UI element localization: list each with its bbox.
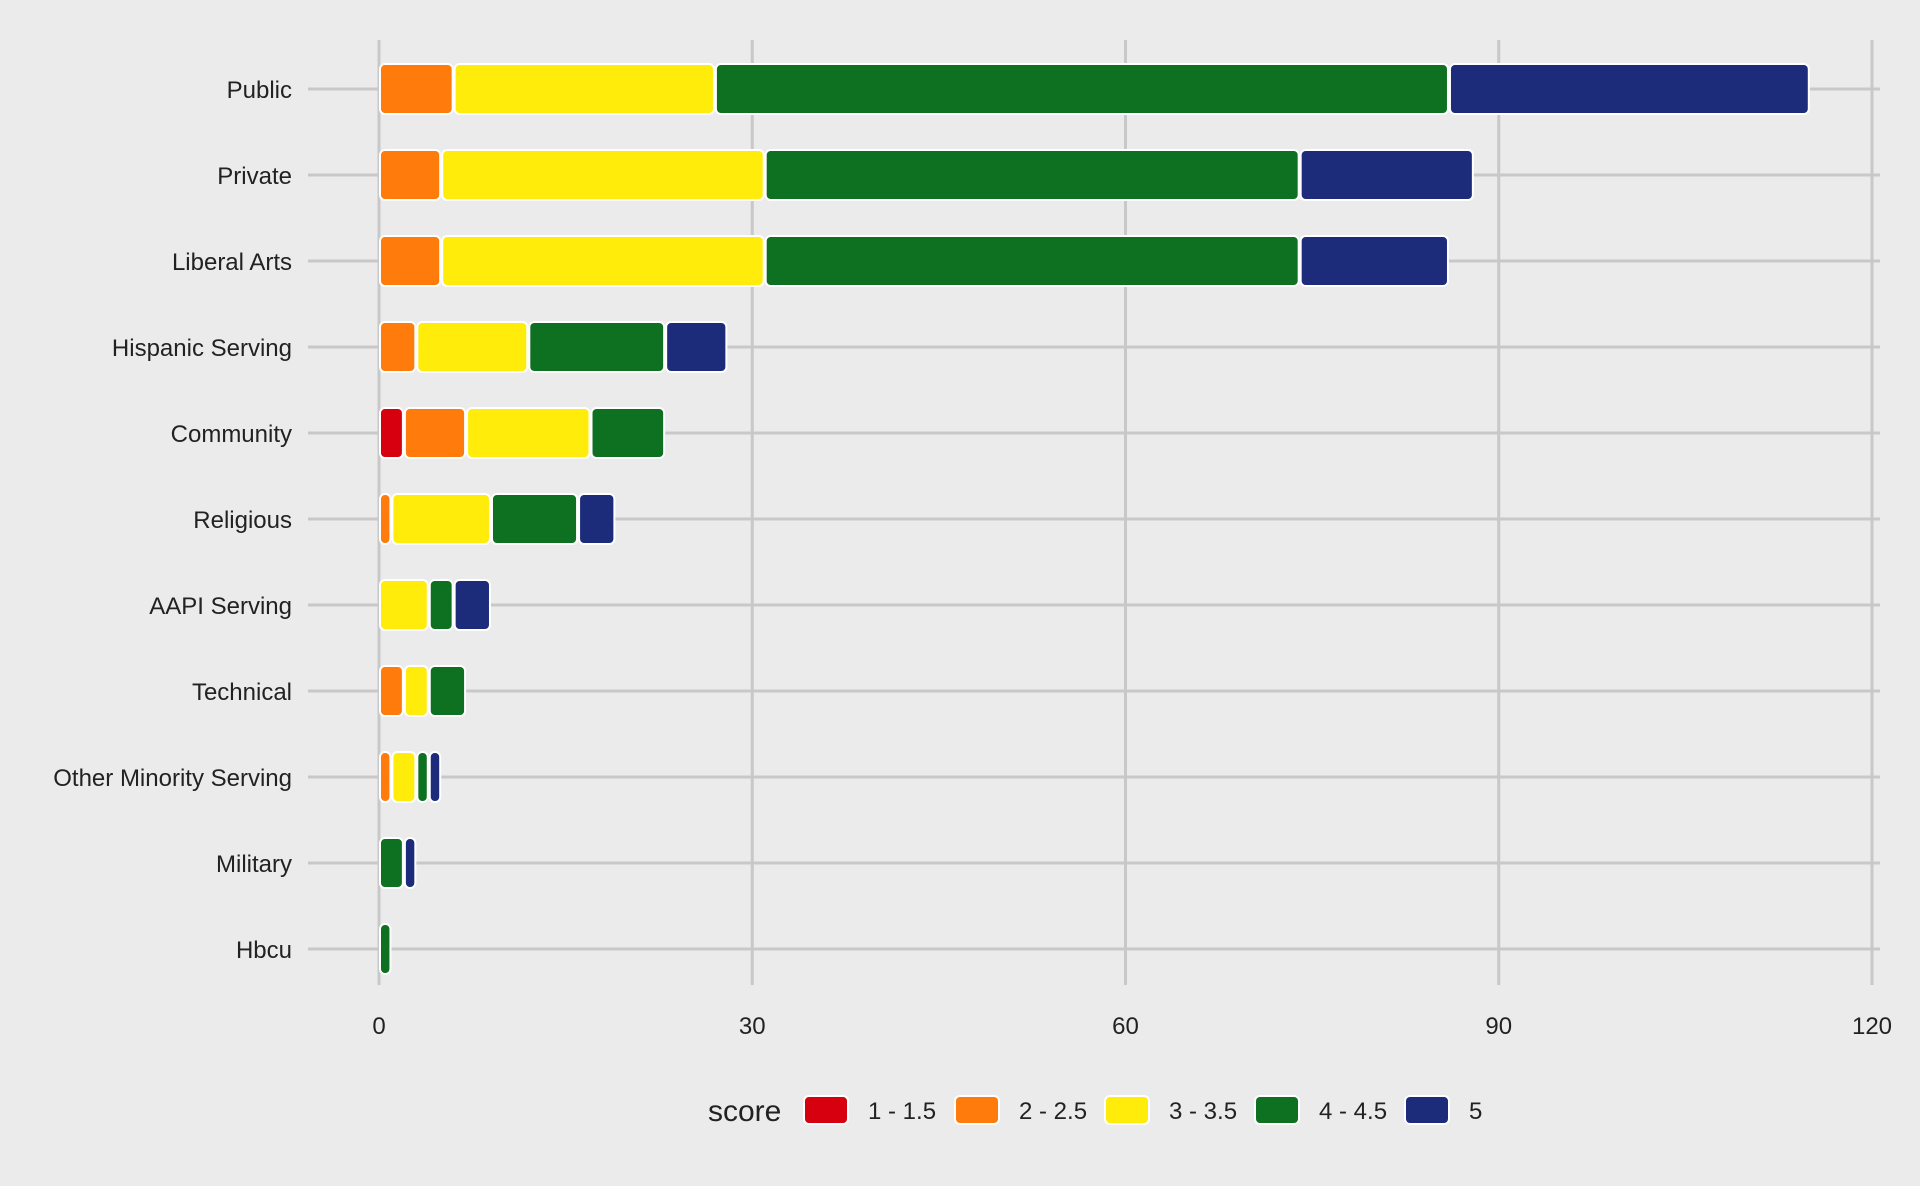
bar-public-4-4-5 [714,63,1449,115]
x-tick-label-90: 90 [1485,1013,1512,1040]
bar-hispanic-serving-4-4-5 [528,321,666,373]
x-tick-label-120: 120 [1852,1013,1892,1040]
legend-key-1-1-5 [803,1095,849,1125]
bar-private-4-4-5 [764,149,1300,201]
bar-layer [379,63,1810,975]
bar-public-2-2-5 [379,63,454,115]
y-tick-label-religious: Religious [193,507,292,534]
legend-key-3-3-5 [1104,1095,1150,1125]
bar-aapi-serving-3-3-5 [379,579,429,631]
bar-liberal-arts-4-4-5 [764,235,1300,287]
y-tick-label-liberal-arts: Liberal Arts [172,249,292,276]
y-tick-label-hbcu: Hbcu [236,937,292,964]
bar-military-5 [403,837,417,889]
bar-military-4-4-5 [379,837,404,889]
bar-religious-4-4-5 [490,493,579,545]
bar-technical-4-4-5 [428,665,467,717]
bar-aapi-serving-5 [453,579,491,631]
bar-private-5 [1299,149,1474,201]
bar-liberal-arts-2-2-5 [379,235,442,287]
bar-other-minority-serving-5 [428,751,442,803]
bar-private-3-3-5 [441,149,765,201]
bar-community-4-4-5 [590,407,666,459]
bar-public-3-3-5 [453,63,715,115]
bar-hbcu-4-4-5 [379,923,392,975]
bar-liberal-arts-3-3-5 [441,235,765,287]
y-tick-label-aapi-serving: AAPI Serving [149,593,292,620]
y-tick-label-public: Public [227,77,292,104]
bar-community-1-1-5 [379,407,404,459]
y-tick-label-technical: Technical [192,679,292,706]
y-tick-label-private: Private [217,163,292,190]
x-tick-label-30: 30 [739,1013,766,1040]
legend-label-5: 5 [1469,1098,1482,1125]
legend: score 1 - 1.5 2 - 2.5 3 - 3.5 4 - 4.5 5 [708,1095,1482,1128]
legend-label-3-3-5: 3 - 3.5 [1169,1098,1237,1125]
x-axis-labels: 0 30 60 90 120 [372,1013,1892,1040]
bar-religious-5 [578,493,616,545]
y-tick-label-other-minority-serving: Other Minority Serving [53,765,292,792]
bar-hispanic-serving-3-3-5 [416,321,529,373]
legend-label-1-1-5: 1 - 1.5 [868,1098,936,1125]
legend-title: score [708,1095,781,1128]
bar-community-3-3-5 [466,407,591,459]
bar-liberal-arts-5 [1299,235,1449,287]
y-tick-label-military: Military [216,851,292,878]
bar-hispanic-serving-2-2-5 [379,321,417,373]
bar-community-2-2-5 [403,407,467,459]
legend-key-2-2-5 [954,1095,1000,1125]
bar-private-2-2-5 [379,149,442,201]
legend-label-2-2-5: 2 - 2.5 [1019,1098,1087,1125]
bar-technical-3-3-5 [403,665,429,717]
y-tick-label-community: Community [171,421,292,448]
bar-aapi-serving-4-4-5 [428,579,454,631]
bar-other-minority-serving-3-3-5 [391,751,417,803]
bar-public-5 [1448,63,1810,115]
bar-technical-2-2-5 [379,665,404,717]
legend-key-5 [1404,1095,1450,1125]
bar-religious-2-2-5 [379,493,392,545]
bar-hispanic-serving-5 [665,321,728,373]
legend-key-4-4-5 [1254,1095,1300,1125]
y-tick-label-hispanic-serving: Hispanic Serving [112,335,292,362]
legend-label-4-4-5: 4 - 4.5 [1319,1098,1387,1125]
x-tick-label-60: 60 [1112,1013,1139,1040]
y-axis-labels: Public Private Liberal Arts Hispanic Servin… [53,77,292,964]
bar-religious-3-3-5 [391,493,491,545]
bar-other-minority-serving-2-2-5 [379,751,392,803]
bar-other-minority-serving-4-4-5 [416,751,429,803]
x-tick-label-0: 0 [372,1013,385,1040]
